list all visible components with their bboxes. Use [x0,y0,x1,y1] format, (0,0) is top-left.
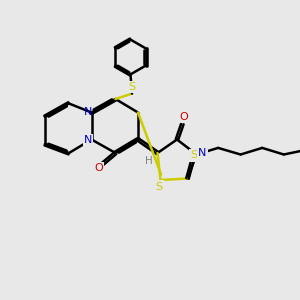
Text: S: S [155,182,163,192]
Text: H: H [145,156,152,167]
Text: S: S [128,82,135,92]
Text: N: N [84,135,92,145]
Text: S: S [190,150,197,161]
Text: N: N [198,148,207,158]
Text: N: N [84,107,92,117]
Text: O: O [179,112,188,122]
Text: O: O [94,163,103,173]
